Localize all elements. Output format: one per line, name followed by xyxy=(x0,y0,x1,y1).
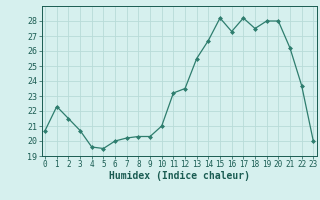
X-axis label: Humidex (Indice chaleur): Humidex (Indice chaleur) xyxy=(109,171,250,181)
